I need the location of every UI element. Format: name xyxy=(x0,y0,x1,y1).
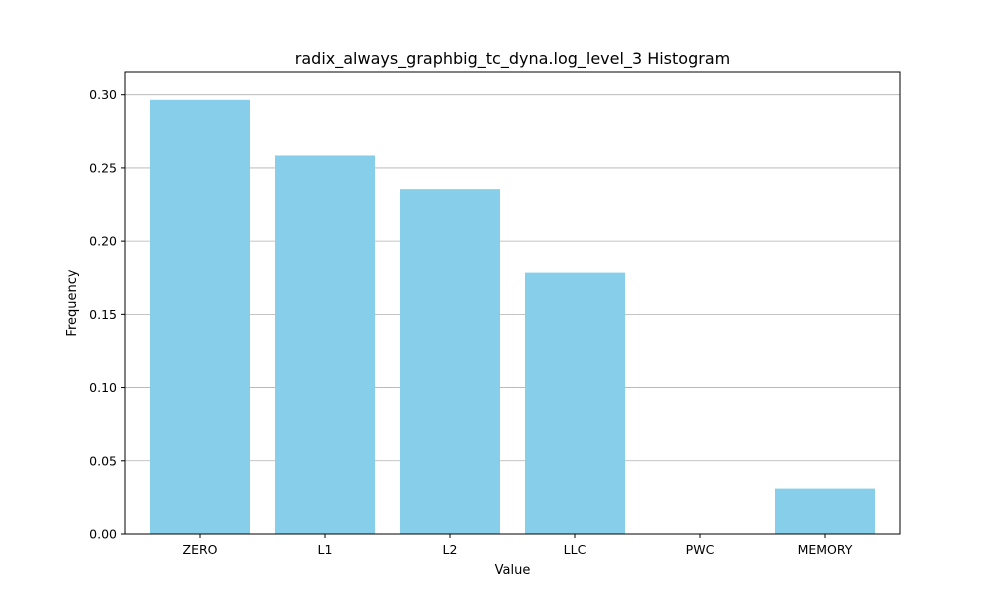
plot-frame xyxy=(124,71,901,535)
x-tick-label: LLC xyxy=(564,542,587,557)
x-axis-ticks: ZERO L1 L2 LLC PWC MEMORY xyxy=(183,534,853,557)
y-tick-label: 0.10 xyxy=(89,380,117,395)
x-axis-label: Value xyxy=(495,563,531,578)
y-tick-label: 0.15 xyxy=(89,307,117,322)
x-tick-label: MEMORY xyxy=(798,542,853,557)
bar-l2 xyxy=(400,189,500,534)
y-axis-label: Frequency xyxy=(65,269,80,336)
x-tick-label: L1 xyxy=(318,542,333,557)
x-tick-label: L2 xyxy=(443,542,458,557)
y-tick-label: 0.20 xyxy=(89,234,117,249)
y-tick-label: 0.30 xyxy=(89,87,117,102)
y-tick-label: 0.25 xyxy=(89,160,117,175)
y-tick-label: 0.00 xyxy=(89,527,117,542)
bar-l1 xyxy=(275,155,375,534)
y-tick-label: 0.05 xyxy=(89,453,117,468)
x-tick-label: PWC xyxy=(686,542,715,557)
bars xyxy=(150,99,875,534)
y-axis-ticks: 0.00 0.05 0.10 0.15 0.20 0.25 0.30 xyxy=(89,87,125,542)
grid-lines xyxy=(125,94,900,535)
bar-zero xyxy=(150,99,250,534)
bar-memory xyxy=(775,488,875,534)
chart-title: radix_always_graphbig_tc_dyna.log_level_… xyxy=(295,49,730,69)
x-tick-label: ZERO xyxy=(183,542,218,557)
bar-llc xyxy=(525,272,625,534)
